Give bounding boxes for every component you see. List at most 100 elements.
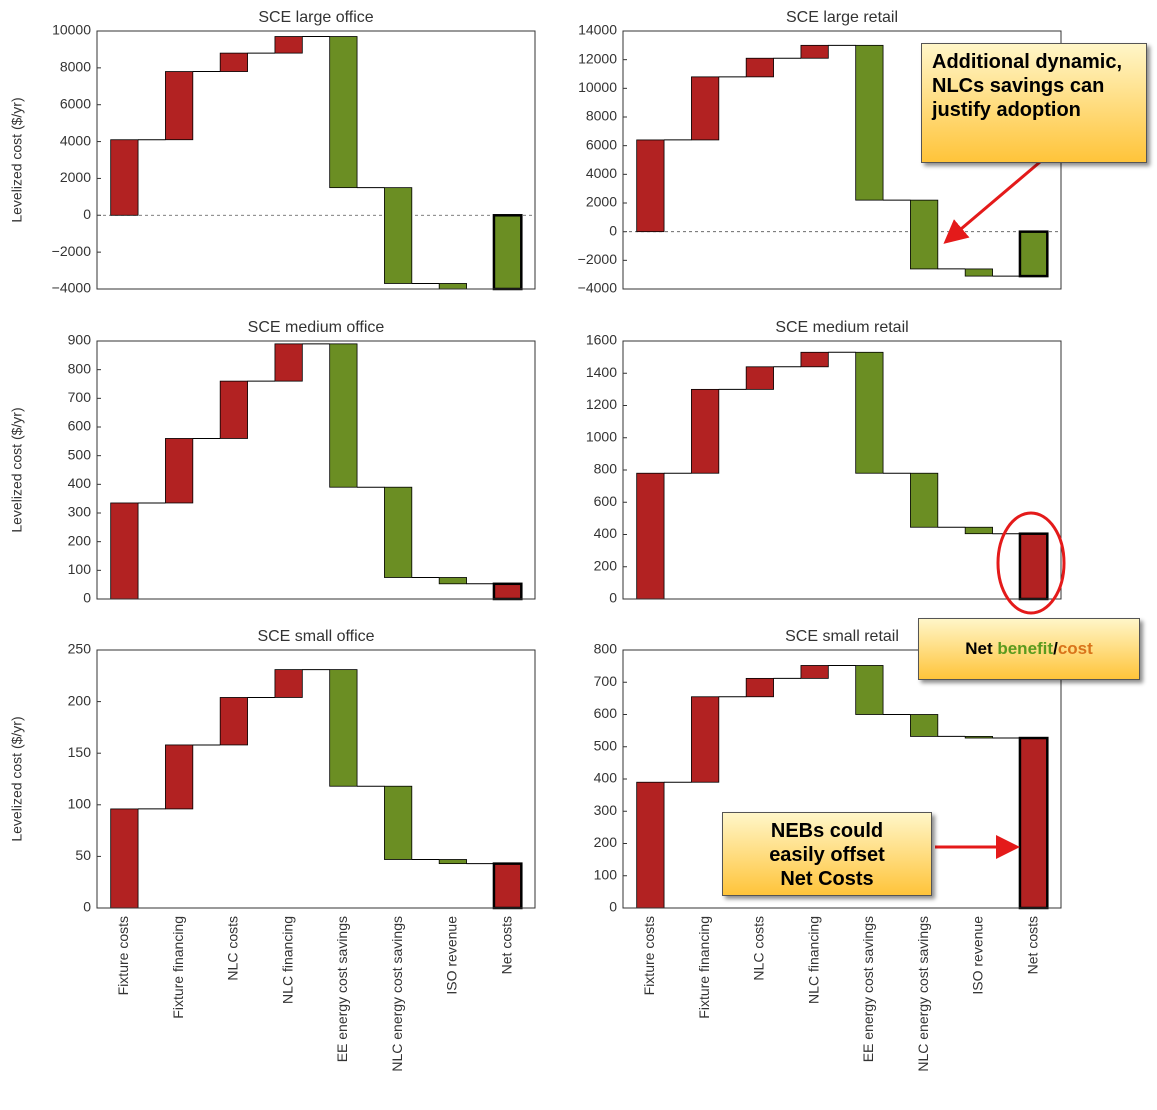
y-axis-label: Levelized cost ($/yr) (9, 407, 25, 532)
y-tick-label: 0 (609, 899, 617, 915)
bar (274, 343, 303, 382)
net-bar (492, 862, 523, 910)
plot-frame (96, 340, 536, 600)
y-axis-label: Levelized cost ($/yr) (9, 97, 25, 222)
y-tick-label: 2000 (60, 169, 91, 185)
y-tick-label: 800 (594, 641, 618, 657)
bar (438, 577, 467, 585)
x-tick-label: ISO revenue (970, 916, 986, 995)
highlight-ellipse (996, 511, 1066, 615)
chart-title: SCE small office (257, 628, 374, 645)
bar (636, 139, 665, 233)
net-bar (492, 214, 523, 291)
y-axis-label: Levelized cost ($/yr) (9, 716, 25, 841)
x-tick-label: Net costs (1024, 916, 1040, 974)
y-tick-label: 300 (68, 504, 92, 520)
y-tick-label: 300 (594, 802, 618, 818)
annotation-text: benefit (997, 639, 1054, 658)
y-tick-label: 100 (594, 866, 618, 882)
annotation-adoption: Additional dynamic, NLCs savings can jus… (921, 43, 1147, 163)
y-tick-label: 50 (75, 847, 91, 863)
y-tick-label: 4000 (586, 165, 617, 181)
y-tick-label: 200 (68, 692, 92, 708)
annotation-nebs: NEBs could easily offset Net Costs (722, 812, 932, 896)
y-tick-label: 900 (68, 332, 92, 348)
chart-title: SCE small retail (785, 628, 899, 645)
y-tick-label: 700 (68, 389, 92, 405)
y-tick-label: 600 (594, 493, 618, 509)
bar (219, 52, 248, 72)
bar (438, 859, 467, 865)
y-tick-label: 400 (594, 525, 618, 541)
bar (910, 472, 939, 528)
chart-title: SCE large office (258, 9, 373, 26)
bar (165, 744, 194, 810)
x-tick-label: Fixture financing (170, 916, 186, 1019)
x-tick-label: NLC financing (279, 916, 295, 1004)
bar (110, 139, 139, 216)
net-bar (492, 582, 523, 601)
bar (745, 366, 774, 390)
x-tick-label: Fixture costs (115, 916, 131, 995)
x-tick-label: NLC costs (225, 916, 241, 981)
chart-title: SCE medium retail (775, 319, 908, 336)
y-tick-label: 250 (68, 641, 92, 657)
y-tick-label: 4000 (60, 132, 91, 148)
y-tick-label: 0 (83, 206, 91, 222)
bar (800, 351, 829, 368)
x-tick-label: NLC energy cost savings (389, 916, 405, 1072)
bar (384, 785, 413, 860)
bar (165, 438, 194, 504)
annotation-text: cost (1057, 639, 1093, 658)
bar (274, 36, 303, 54)
bar (329, 669, 358, 787)
y-tick-label: −4000 (52, 280, 92, 296)
y-tick-label: −2000 (578, 251, 618, 267)
bar (745, 57, 774, 78)
y-tick-label: 10000 (52, 22, 91, 38)
y-tick-label: 600 (594, 705, 618, 721)
bar (855, 351, 884, 474)
bar (910, 714, 939, 737)
plot-frame (622, 340, 1062, 600)
y-tick-label: 400 (68, 475, 92, 491)
x-tick-label: Fixture financing (696, 916, 712, 1019)
arrow (943, 160, 1041, 244)
net-bar (1018, 230, 1049, 278)
y-tick-label: 1400 (586, 364, 617, 380)
y-tick-label: 500 (594, 737, 618, 753)
x-tick-label: NLC energy cost savings (915, 916, 931, 1072)
x-tick-label: EE energy cost savings (334, 916, 350, 1062)
plot-frame (96, 649, 536, 909)
x-tick-label: Net costs (498, 916, 514, 974)
bar (800, 44, 829, 59)
y-tick-label: 10000 (578, 79, 617, 95)
y-tick-label: 0 (609, 222, 617, 238)
x-tick-label: ISO revenue (444, 916, 460, 995)
y-tick-label: 100 (68, 796, 92, 812)
y-tick-label: 14000 (578, 22, 617, 38)
bar (745, 677, 774, 698)
bar (438, 283, 467, 290)
y-tick-label: 400 (594, 770, 618, 786)
bar (384, 187, 413, 284)
y-tick-label: 8000 (60, 59, 91, 75)
y-tick-label: 0 (83, 590, 91, 606)
y-tick-label: 800 (594, 461, 618, 477)
y-tick-label: 6000 (586, 136, 617, 152)
annotation-text: / (1053, 639, 1058, 658)
bar (274, 669, 303, 698)
bar (636, 472, 665, 600)
y-tick-label: 800 (68, 360, 92, 376)
y-tick-label: 1600 (586, 332, 617, 348)
bar (329, 343, 358, 488)
y-tick-label: 2000 (586, 194, 617, 210)
bar (691, 696, 720, 783)
chart-title: SCE large retail (786, 9, 898, 26)
bar (691, 76, 720, 141)
y-tick-label: 12000 (578, 50, 617, 66)
bar (219, 697, 248, 746)
bar (636, 781, 665, 909)
y-tick-label: 1000 (586, 428, 617, 444)
